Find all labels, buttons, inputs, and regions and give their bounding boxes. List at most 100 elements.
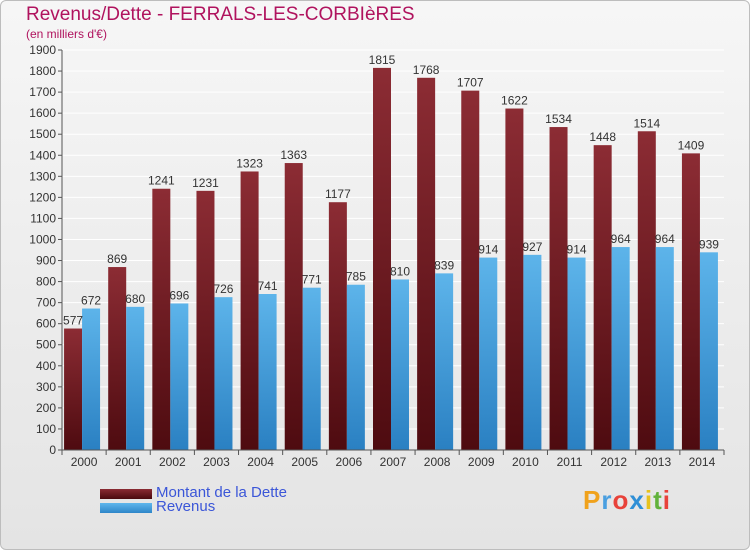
legend-label-dette: Montant de la Dette — [156, 484, 287, 501]
bar-revenus — [391, 279, 409, 450]
x-tick-label: 2003 — [203, 455, 230, 469]
bar-revenus — [214, 297, 233, 450]
data-label-revenus: 785 — [346, 270, 366, 284]
data-label-dette: 577 — [63, 314, 83, 328]
chart-subtitle: (en milliers d'€) — [26, 27, 107, 41]
bar-revenus — [655, 247, 674, 450]
y-tick-label: 300 — [36, 380, 56, 394]
logo-letter: o — [612, 485, 630, 515]
bar-dette — [196, 190, 215, 450]
bar-dette — [152, 188, 171, 450]
data-label-revenus: 771 — [302, 273, 322, 287]
bar-revenus — [611, 247, 630, 450]
bar-dette — [284, 163, 303, 451]
bar-revenus — [435, 273, 454, 450]
y-tick-label: 1400 — [29, 148, 56, 162]
data-label-dette: 1514 — [633, 116, 660, 130]
bar-revenus — [170, 303, 189, 450]
x-tick-label: 2013 — [644, 455, 671, 469]
bar-dette — [593, 145, 612, 450]
data-label-revenus: 914 — [567, 243, 587, 257]
logo-letter: P — [583, 485, 602, 515]
logo-letter: i — [662, 485, 671, 515]
y-tick-label: 400 — [36, 359, 56, 373]
y-tick-label: 1600 — [29, 106, 56, 120]
bar-dette — [681, 153, 700, 451]
legend-swatch-dette — [100, 489, 152, 499]
data-label-revenus: 726 — [213, 282, 233, 296]
y-tick-label: 900 — [36, 254, 56, 268]
bar-revenus — [567, 257, 586, 450]
data-label-dette: 1768 — [413, 63, 440, 77]
y-tick-label: 700 — [36, 296, 56, 310]
x-tick-label: 2002 — [159, 455, 186, 469]
data-label-dette: 869 — [107, 252, 127, 266]
bar-dette — [417, 77, 436, 450]
x-tick-label: 2011 — [557, 455, 583, 469]
y-tick-label: 1200 — [29, 190, 56, 204]
data-label-dette: 1534 — [545, 112, 572, 126]
data-label-dette: 1177 — [325, 187, 351, 201]
x-tick-label: 2009 — [468, 455, 495, 469]
data-label-revenus: 964 — [655, 232, 675, 246]
logo-letter: i — [644, 485, 654, 515]
bar-dette — [461, 90, 480, 450]
x-tick-label: 2004 — [247, 455, 274, 469]
y-tick-label: 1000 — [29, 232, 56, 246]
bar-dette — [505, 108, 524, 451]
y-tick-label: 600 — [36, 317, 56, 331]
bar-revenus — [479, 257, 498, 450]
y-tick-label: 500 — [36, 338, 56, 352]
x-tick-label: 2012 — [600, 455, 627, 469]
bar-revenus — [346, 284, 365, 450]
x-tick-label: 2005 — [291, 455, 318, 469]
x-tick-label: 2001 — [115, 455, 142, 469]
data-label-dette: 1363 — [280, 148, 307, 162]
data-label-revenus: 741 — [258, 279, 278, 293]
x-tick-label: 2007 — [380, 455, 407, 469]
data-label-dette: 1409 — [678, 138, 705, 152]
bar-dette — [108, 267, 127, 450]
bar-dette — [64, 328, 83, 450]
data-label-dette: 1707 — [457, 76, 484, 90]
bar-revenus — [699, 252, 718, 450]
y-tick-label: 1100 — [30, 211, 56, 225]
data-label-revenus: 810 — [390, 264, 410, 278]
data-label-dette: 1231 — [192, 176, 219, 190]
x-tick-label: 2010 — [512, 455, 539, 469]
data-label-revenus: 914 — [478, 243, 498, 257]
y-tick-label: 200 — [36, 401, 56, 415]
x-tick-label: 2008 — [424, 455, 451, 469]
bar-revenus — [302, 287, 321, 450]
data-label-dette: 1241 — [148, 174, 175, 188]
legend-label-revenus: Revenus — [156, 498, 216, 515]
x-tick-label: 2014 — [689, 455, 716, 469]
bar-dette — [328, 202, 347, 450]
bar-revenus — [523, 254, 542, 450]
bar-revenus — [258, 294, 277, 450]
y-tick-label: 100 — [36, 422, 56, 436]
logo-letter: x — [629, 485, 645, 515]
y-tick-label: 1700 — [29, 85, 56, 99]
labels-layer: 0 100 200 300 400 500 600 700 800 900 1000 1100 1200… — [29, 43, 719, 469]
data-label-revenus: 927 — [522, 240, 542, 254]
y-tick-label: 1500 — [29, 127, 56, 141]
y-tick-label: 1900 — [29, 43, 56, 57]
bar-dette — [549, 127, 568, 450]
data-label-revenus: 839 — [434, 258, 454, 272]
logo-letter: t — [653, 485, 663, 515]
data-label-revenus: 696 — [169, 288, 189, 302]
chart-title: Revenus/Dette - FERRALS-LES-CORBIèRES — [26, 4, 415, 25]
x-tick-label: 2006 — [336, 455, 363, 469]
axis-layer — [58, 49, 725, 455]
data-label-dette: 1448 — [589, 130, 616, 144]
bar-dette — [373, 67, 391, 450]
data-label-dette: 1622 — [501, 94, 528, 108]
data-label-revenus: 939 — [699, 237, 719, 251]
data-label-revenus: 672 — [81, 294, 101, 308]
x-tick-label: 2000 — [71, 455, 98, 469]
y-tick-label: 1800 — [29, 64, 56, 78]
data-label-dette: 1323 — [236, 156, 263, 170]
bar-dette — [637, 131, 656, 450]
